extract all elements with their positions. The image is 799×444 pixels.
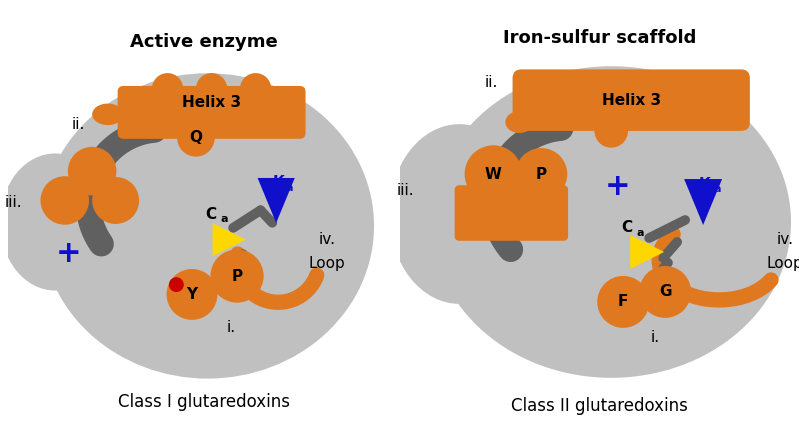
Text: C: C — [205, 206, 217, 222]
Text: P: P — [536, 166, 547, 182]
FancyBboxPatch shape — [455, 185, 568, 241]
Text: i.: i. — [650, 330, 660, 345]
Text: Loop: Loop — [308, 256, 345, 270]
Text: a: a — [221, 214, 228, 224]
Circle shape — [465, 145, 523, 203]
Text: F: F — [618, 294, 628, 309]
Text: P: P — [232, 269, 243, 284]
Text: Iron-sulfur scaffold: Iron-sulfur scaffold — [503, 29, 696, 47]
Ellipse shape — [0, 154, 109, 290]
FancyBboxPatch shape — [117, 86, 305, 139]
Text: C: C — [622, 221, 632, 235]
Text: iii.: iii. — [5, 195, 22, 210]
Text: ii.: ii. — [72, 117, 85, 131]
Circle shape — [240, 73, 271, 104]
Text: K: K — [272, 175, 284, 190]
Circle shape — [41, 176, 89, 225]
Ellipse shape — [506, 111, 534, 133]
Text: ii.: ii. — [485, 75, 498, 90]
Polygon shape — [213, 223, 246, 256]
Ellipse shape — [390, 124, 529, 304]
FancyBboxPatch shape — [513, 69, 749, 131]
Text: iv.: iv. — [319, 232, 336, 247]
Circle shape — [515, 148, 567, 200]
Circle shape — [196, 73, 227, 104]
Circle shape — [152, 73, 183, 104]
Text: iv.: iv. — [777, 233, 793, 247]
Text: i.: i. — [227, 320, 236, 335]
Text: Class I glutaredoxins: Class I glutaredoxins — [117, 393, 290, 411]
Circle shape — [169, 277, 184, 292]
Text: Active enzyme: Active enzyme — [130, 33, 277, 51]
Circle shape — [639, 266, 691, 318]
Text: +: + — [56, 239, 81, 268]
Text: a: a — [714, 184, 721, 194]
Circle shape — [598, 276, 649, 328]
Ellipse shape — [92, 103, 124, 125]
Polygon shape — [630, 235, 664, 269]
Circle shape — [92, 177, 139, 224]
Circle shape — [68, 147, 117, 195]
Text: a: a — [286, 182, 293, 193]
Text: Loop: Loop — [767, 257, 799, 271]
Text: Q: Q — [189, 131, 202, 145]
Circle shape — [594, 114, 628, 148]
Text: Class II glutaredoxins: Class II glutaredoxins — [511, 397, 688, 415]
Polygon shape — [257, 178, 295, 223]
Text: iii.: iii. — [396, 182, 415, 198]
Circle shape — [166, 269, 217, 320]
Text: K: K — [699, 177, 711, 191]
Ellipse shape — [42, 73, 374, 379]
Ellipse shape — [431, 66, 791, 378]
Text: W: W — [485, 166, 502, 182]
Circle shape — [210, 250, 264, 303]
Text: a: a — [636, 228, 643, 238]
Text: +: + — [604, 171, 630, 201]
Polygon shape — [684, 179, 722, 225]
Text: Helix 3: Helix 3 — [602, 93, 661, 107]
Text: Y: Y — [186, 287, 197, 302]
Circle shape — [177, 119, 215, 157]
Text: G: G — [659, 285, 671, 299]
Text: Helix 3: Helix 3 — [182, 95, 241, 110]
